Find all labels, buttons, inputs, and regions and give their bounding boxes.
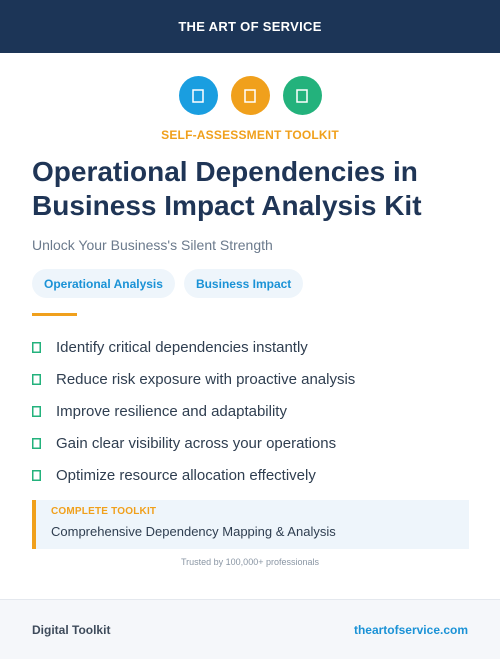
trust-note: Trusted by 100,000+ professionals bbox=[180, 557, 319, 567]
check-icon bbox=[32, 469, 41, 481]
check-icon bbox=[32, 437, 41, 449]
feature-item: Improve resilience and adaptability bbox=[32, 395, 472, 427]
feature-text: Gain clear visibility across your operat… bbox=[56, 434, 337, 452]
toolkit-callout: COMPLETE TOOLKIT Comprehensive Dependenc… bbox=[32, 500, 469, 549]
feature-item: Optimize resource allocation effectively bbox=[32, 459, 472, 491]
footer-label: Digital Toolkit bbox=[32, 622, 111, 637]
feature-text: Improve resilience and adaptability bbox=[56, 402, 287, 420]
website-link[interactable]: theartofservice.com bbox=[353, 622, 468, 637]
title-line-1: Operational Dependencies in bbox=[32, 156, 418, 187]
feature-text: Identify critical dependencies instantly bbox=[56, 338, 308, 356]
feature-item: Reduce risk exposure with proactive anal… bbox=[32, 363, 472, 395]
feature-text: Optimize resource allocation effectively bbox=[56, 466, 316, 484]
title-line-2: Business Impact Analysis Kit bbox=[32, 190, 422, 221]
document-icon bbox=[178, 76, 218, 115]
tag-operational-analysis[interactable]: Operational Analysis bbox=[32, 269, 175, 298]
page-title: Operational Dependencies in Business Imp… bbox=[32, 155, 472, 223]
callout-text: Comprehensive Dependency Mapping & Analy… bbox=[51, 524, 336, 539]
document-icon bbox=[230, 76, 270, 115]
document-icon bbox=[282, 76, 322, 115]
check-icon bbox=[32, 405, 41, 417]
tag-list: Operational Analysis Business Impact bbox=[32, 269, 304, 298]
tag-business-impact[interactable]: Business Impact bbox=[183, 269, 304, 298]
footer: Digital Toolkit theartofservice.com bbox=[0, 599, 500, 659]
kicker-label: SELF-ASSESSMENT TOOLKIT bbox=[161, 128, 339, 142]
check-icon bbox=[32, 373, 41, 385]
feature-text: Reduce risk exposure with proactive anal… bbox=[56, 370, 356, 388]
accent-divider bbox=[32, 313, 77, 316]
callout-label: COMPLETE TOOLKIT bbox=[51, 506, 157, 517]
top-banner: THE ART OF SERVICE bbox=[0, 0, 500, 53]
check-icon bbox=[32, 341, 41, 353]
subtitle: Unlock Your Business's Silent Strength bbox=[32, 237, 273, 253]
feature-item: Gain clear visibility across your operat… bbox=[32, 427, 472, 459]
brand-name: THE ART OF SERVICE bbox=[178, 19, 322, 34]
feature-list: Identify critical dependencies instantly… bbox=[32, 331, 472, 491]
icon-row bbox=[0, 76, 500, 115]
feature-item: Identify critical dependencies instantly bbox=[32, 331, 472, 363]
